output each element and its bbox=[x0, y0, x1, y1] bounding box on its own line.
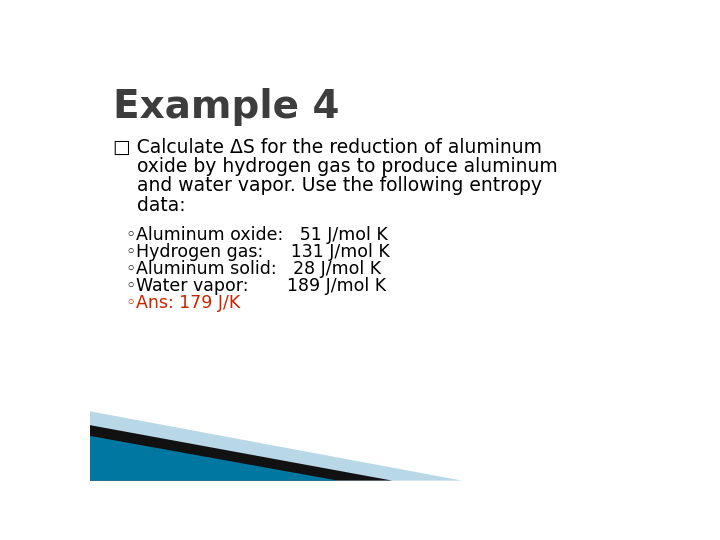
Text: Aluminum oxide:   51 J/mol K: Aluminum oxide: 51 J/mol K bbox=[137, 226, 388, 245]
Text: Hydrogen gas:     131 J/mol K: Hydrogen gas: 131 J/mol K bbox=[137, 244, 390, 261]
Text: Ans: 179 J/K: Ans: 179 J/K bbox=[137, 294, 240, 312]
Text: Aluminum solid:   28 J/mol K: Aluminum solid: 28 J/mol K bbox=[137, 260, 382, 279]
Text: ◦: ◦ bbox=[125, 244, 135, 261]
Text: □ Calculate ΔS for the reduction of aluminum: □ Calculate ΔS for the reduction of alum… bbox=[113, 138, 542, 157]
Text: Example 4: Example 4 bbox=[113, 88, 340, 126]
Text: data:: data: bbox=[113, 195, 186, 215]
Text: oxide by hydrogen gas to produce aluminum: oxide by hydrogen gas to produce aluminu… bbox=[113, 157, 558, 176]
Polygon shape bbox=[90, 425, 392, 481]
Polygon shape bbox=[90, 411, 462, 481]
Text: and water vapor. Use the following entropy: and water vapor. Use the following entro… bbox=[113, 177, 542, 195]
Polygon shape bbox=[90, 436, 338, 481]
Text: Water vapor:       189 J/mol K: Water vapor: 189 J/mol K bbox=[137, 278, 387, 295]
Text: ◦: ◦ bbox=[125, 278, 135, 295]
Text: ◦: ◦ bbox=[125, 226, 135, 245]
Text: ◦: ◦ bbox=[125, 260, 135, 279]
Text: ◦: ◦ bbox=[125, 294, 135, 312]
